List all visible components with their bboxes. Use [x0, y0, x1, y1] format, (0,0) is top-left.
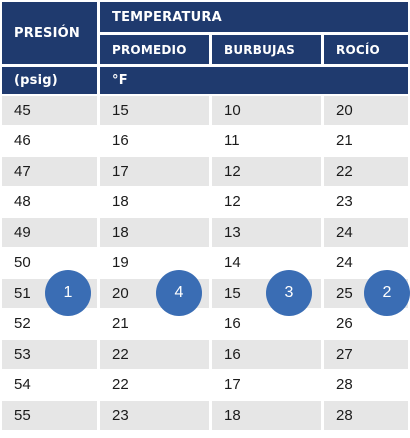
cell-presion: 48	[2, 185, 100, 216]
header-burbujas: BURBUJAS	[212, 32, 324, 64]
cell-promedio: 16	[100, 124, 212, 155]
cell-burbujas: 11	[212, 124, 324, 155]
table-row: 48 18 12 23	[2, 185, 409, 216]
callout-badge-2: 2	[364, 270, 410, 316]
callout-badge-1: 1	[45, 270, 91, 316]
cell-presion: 52	[2, 307, 100, 338]
cell-promedio: 18	[100, 216, 212, 247]
cell-burbujas: 18	[212, 399, 324, 430]
callout-badge-3: 3	[266, 270, 312, 316]
cell-promedio: 23	[100, 399, 212, 430]
cell-rocio: 28	[324, 399, 409, 430]
cell-burbujas: 16	[212, 307, 324, 338]
cell-rocio: 28	[324, 368, 409, 399]
cell-promedio: 17	[100, 155, 212, 186]
cell-burbujas: 12	[212, 155, 324, 186]
cell-burbujas: 13	[212, 216, 324, 247]
cell-rocio: 22	[324, 155, 409, 186]
cell-promedio: 18	[100, 185, 212, 216]
cell-promedio: 19	[100, 246, 212, 277]
cell-burbujas: 12	[212, 185, 324, 216]
cell-rocio: 27	[324, 338, 409, 369]
cell-promedio: 21	[100, 307, 212, 338]
callout-badge-4: 4	[156, 270, 202, 316]
table-row: 54 22 17 28	[2, 368, 409, 399]
cell-burbujas: 10	[212, 94, 324, 125]
cell-burbujas: 17	[212, 368, 324, 399]
cell-rocio: 21	[324, 124, 409, 155]
cell-promedio: 22	[100, 368, 212, 399]
table-row: 53 22 16 27	[2, 338, 409, 369]
table-row: 49 18 13 24	[2, 216, 409, 247]
cell-rocio: 23	[324, 185, 409, 216]
cell-rocio: 24	[324, 216, 409, 247]
header-rocio: ROCÍO	[324, 32, 409, 64]
cell-promedio: 22	[100, 338, 212, 369]
table-row: 46 16 11 21	[2, 124, 409, 155]
header-unit-psig: (psig)	[2, 64, 100, 94]
table-row: 50 19 14 24	[2, 246, 409, 277]
cell-burbujas: 14	[212, 246, 324, 277]
cell-promedio: 15	[100, 94, 212, 125]
pressure-temperature-table: PRESIÓN TEMPERATURA PROMEDIO BURBUJAS RO…	[2, 2, 409, 430]
table-row: 55 23 18 28	[2, 399, 409, 430]
cell-presion: 45	[2, 94, 100, 125]
cell-presion: 46	[2, 124, 100, 155]
cell-presion: 53	[2, 338, 100, 369]
table-row: 45 15 10 20	[2, 94, 409, 125]
cell-rocio: 20	[324, 94, 409, 125]
cell-presion: 50	[2, 246, 100, 277]
cell-presion: 49	[2, 216, 100, 247]
header-promedio: PROMEDIO	[100, 32, 212, 64]
cell-burbujas: 16	[212, 338, 324, 369]
table-row: 47 17 12 22	[2, 155, 409, 186]
header-unit-fahrenheit: °F	[100, 64, 409, 94]
cell-presion: 54	[2, 368, 100, 399]
header-temperatura: TEMPERATURA	[100, 2, 409, 32]
cell-presion: 55	[2, 399, 100, 430]
header-presion: PRESIÓN	[2, 2, 100, 64]
cell-presion: 47	[2, 155, 100, 186]
